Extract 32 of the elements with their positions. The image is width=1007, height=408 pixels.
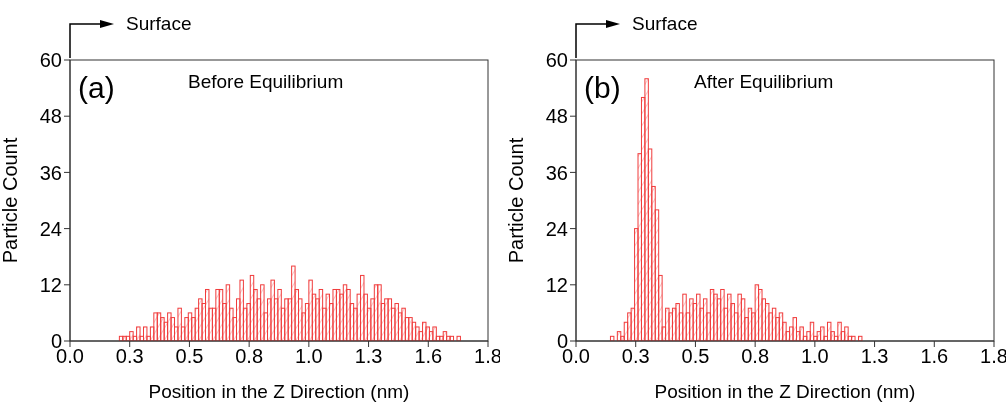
y-tick-label: 48	[39, 105, 62, 128]
x-tick-label: 0.3	[115, 345, 144, 368]
x-tick-label: 1.3	[860, 345, 889, 368]
x-tick-label: 1.3	[354, 345, 383, 368]
x-tick-label: 0.5	[681, 345, 710, 368]
x-tick-label: 0.8	[235, 345, 264, 368]
x-tick-label: 1.6	[414, 345, 443, 368]
y-axis-title: Particle Count	[505, 137, 528, 264]
annotation: Before Equilibrium	[188, 71, 344, 92]
annotation: (a)	[78, 71, 115, 104]
y-tick-label: 24	[545, 217, 568, 240]
x-axis-title: Position in the Z Direction (nm)	[148, 381, 410, 402]
y-tick-label: 24	[39, 217, 62, 240]
x-tick-label: 1.0	[294, 345, 323, 368]
x-tick-label: 0.8	[741, 345, 770, 368]
y-tick-label: 12	[39, 273, 62, 296]
y-tick-label: 12	[545, 273, 568, 296]
y-tick-label: 60	[545, 49, 568, 72]
annotation: (b)	[584, 71, 621, 104]
x-tick-label: 1.0	[800, 345, 829, 368]
y-axis-title: Particle Count	[0, 137, 22, 264]
y-tick-label: 36	[545, 161, 568, 184]
y-tick-label: 48	[545, 105, 568, 128]
x-tick-label: 1.6	[920, 345, 949, 368]
annotation: After Equilibrium	[694, 71, 834, 92]
y-tick-label: 60	[39, 49, 62, 72]
text: Surface	[126, 13, 192, 34]
text: Surface	[632, 13, 698, 34]
x-axis-title: Position in the Z Direction (nm)	[654, 381, 916, 402]
y-tick-label: 36	[39, 161, 62, 184]
x-tick-label: 0.5	[175, 345, 204, 368]
x-tick-label: 0.3	[621, 345, 650, 368]
